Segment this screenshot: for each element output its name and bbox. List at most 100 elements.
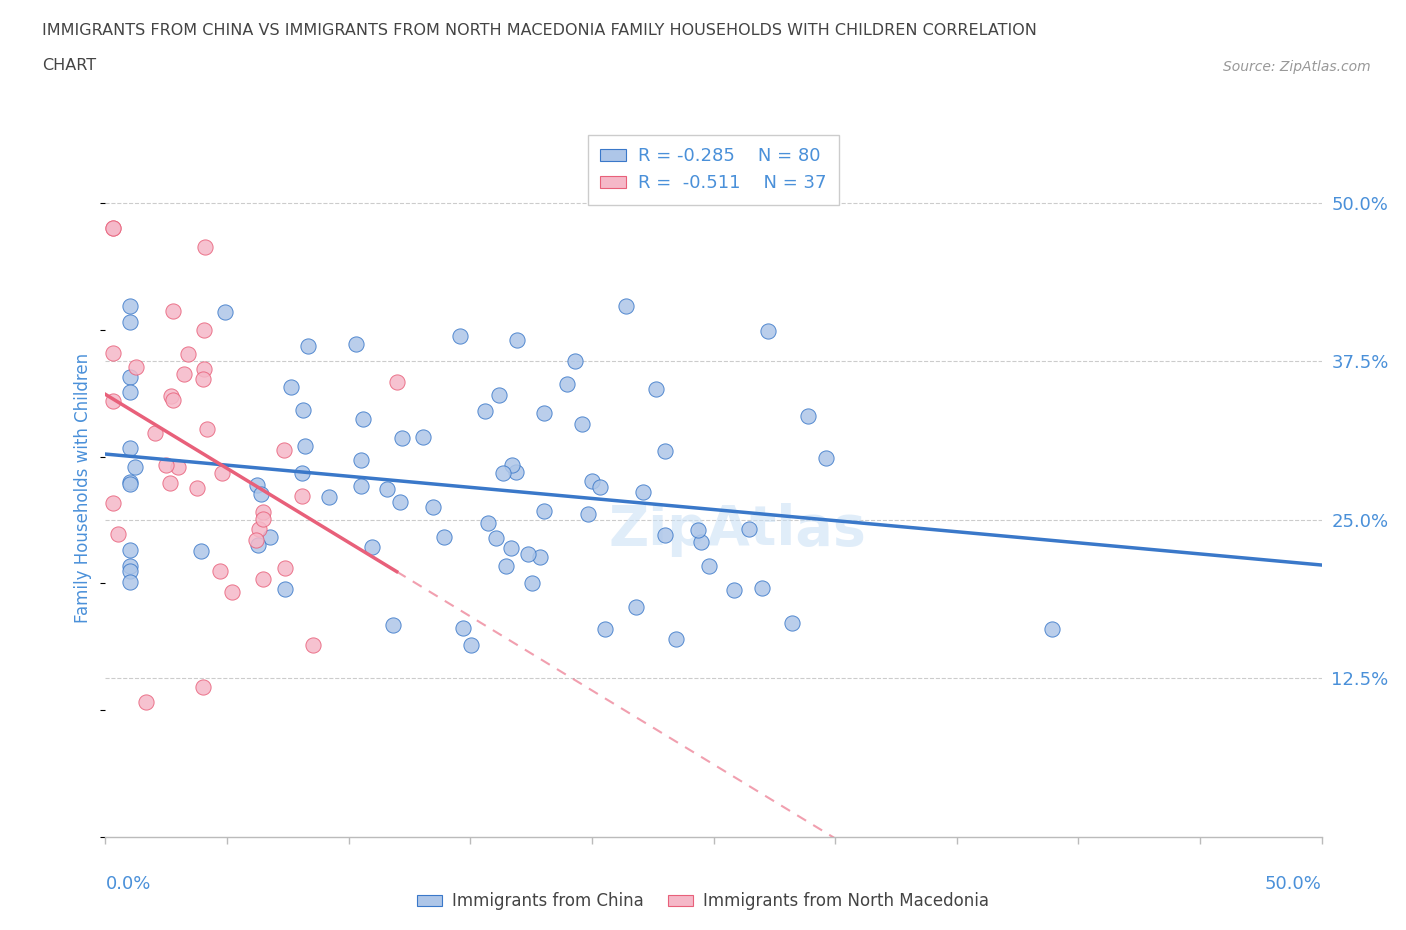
Point (162, 392, 184, 407)
Point (294, 438, 316, 453)
Point (247, 538, 270, 552)
Point (155, 458, 177, 472)
Legend: R = -0.285    N = 80, R =  -0.511    N = 37: R = -0.285 N = 80, R = -0.511 N = 37 (588, 135, 839, 205)
Point (173, 366, 195, 381)
Point (273, 443, 295, 458)
Point (492, 466, 515, 481)
Point (453, 620, 475, 635)
Point (571, 417, 593, 432)
Point (499, 540, 522, 555)
Text: ZipAtlas: ZipAtlas (609, 503, 868, 557)
Y-axis label: Family Households with Children: Family Households with Children (75, 353, 93, 623)
Point (522, 576, 544, 591)
Point (576, 507, 599, 522)
Point (118, 542, 141, 557)
Point (588, 479, 610, 494)
Point (488, 388, 510, 403)
Point (501, 458, 523, 472)
Point (101, 220, 124, 235)
Point (246, 477, 269, 492)
Point (780, 616, 803, 631)
Point (118, 441, 141, 456)
Text: Source: ZipAtlas.com: Source: ZipAtlas.com (1223, 60, 1371, 74)
Point (274, 581, 297, 596)
Point (118, 564, 141, 578)
Point (689, 535, 711, 550)
Point (193, 323, 215, 338)
Point (391, 431, 413, 445)
Point (697, 558, 720, 573)
Point (529, 550, 551, 565)
Point (291, 402, 314, 417)
Point (221, 584, 243, 599)
Point (162, 304, 184, 319)
Text: 50.0%: 50.0% (1265, 875, 1322, 894)
Point (125, 360, 148, 375)
Point (252, 572, 274, 587)
Point (302, 637, 325, 652)
Point (118, 475, 141, 490)
Point (516, 546, 538, 561)
Point (385, 375, 408, 390)
Point (186, 481, 208, 496)
Point (252, 512, 274, 527)
Point (118, 314, 141, 329)
Text: 0.0%: 0.0% (105, 875, 150, 894)
Point (422, 499, 444, 514)
Point (665, 631, 688, 646)
Point (118, 574, 141, 589)
Point (247, 522, 270, 537)
Point (533, 405, 555, 420)
Point (723, 582, 745, 597)
Point (194, 240, 217, 255)
Point (208, 564, 231, 578)
Point (160, 388, 183, 403)
Point (211, 465, 233, 480)
Point (118, 559, 141, 574)
Point (190, 544, 212, 559)
Point (564, 353, 586, 368)
Point (249, 486, 271, 501)
Point (375, 481, 398, 496)
Point (193, 680, 215, 695)
Point (645, 382, 668, 397)
Point (756, 324, 779, 339)
Point (352, 411, 374, 426)
Point (477, 515, 499, 530)
Point (485, 530, 508, 545)
Point (135, 695, 157, 710)
Point (118, 369, 141, 384)
Point (291, 465, 314, 480)
Point (159, 476, 181, 491)
Point (815, 450, 838, 465)
Point (291, 488, 314, 503)
Point (191, 371, 214, 386)
Point (654, 527, 676, 542)
Point (557, 377, 579, 392)
Point (450, 329, 472, 344)
Point (101, 393, 124, 408)
Point (495, 558, 517, 573)
Point (274, 561, 297, 576)
Point (360, 540, 382, 555)
Point (389, 494, 412, 509)
Point (412, 430, 434, 445)
Point (145, 426, 167, 441)
Point (101, 496, 124, 511)
Point (195, 422, 218, 437)
Point (626, 600, 648, 615)
Point (245, 532, 267, 547)
Point (654, 443, 676, 458)
Point (214, 304, 236, 319)
Point (349, 453, 371, 468)
Point (738, 522, 761, 537)
Point (176, 346, 198, 361)
Point (631, 485, 654, 499)
Point (474, 404, 496, 418)
Point (297, 339, 319, 353)
Point (433, 530, 456, 545)
Point (614, 299, 637, 313)
Point (686, 522, 709, 537)
Point (506, 332, 529, 347)
Point (593, 622, 616, 637)
